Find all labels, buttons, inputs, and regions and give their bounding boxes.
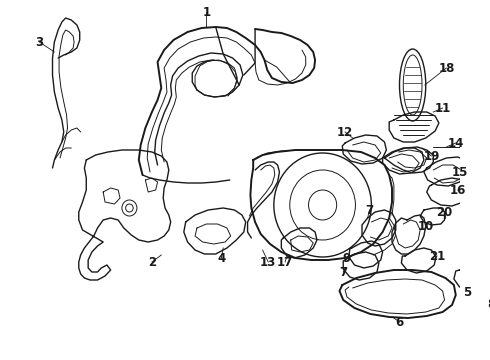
Text: 5: 5 xyxy=(463,287,471,300)
Text: 18: 18 xyxy=(438,62,455,75)
Text: 8: 8 xyxy=(487,297,490,310)
Text: 12: 12 xyxy=(337,126,353,139)
Text: 19: 19 xyxy=(423,149,440,162)
Text: 16: 16 xyxy=(449,184,466,197)
Text: 21: 21 xyxy=(429,249,445,262)
Text: 9: 9 xyxy=(343,252,351,265)
Text: 17: 17 xyxy=(277,256,293,269)
Text: 14: 14 xyxy=(447,136,464,149)
Text: 1: 1 xyxy=(202,5,210,18)
Text: 3: 3 xyxy=(35,36,44,49)
Text: 20: 20 xyxy=(437,206,453,219)
Text: 6: 6 xyxy=(395,315,404,328)
Text: 7: 7 xyxy=(339,266,347,279)
Text: 7: 7 xyxy=(366,203,373,216)
Text: 10: 10 xyxy=(417,220,434,233)
Text: 4: 4 xyxy=(217,252,225,265)
Text: 13: 13 xyxy=(260,256,276,269)
Text: 15: 15 xyxy=(451,166,468,179)
Text: 11: 11 xyxy=(435,102,451,114)
Text: 2: 2 xyxy=(148,256,156,269)
